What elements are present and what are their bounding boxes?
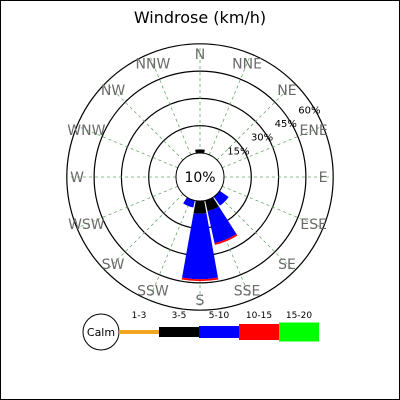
bar-sse-5-10	[207, 206, 237, 244]
legend-swatch-3-5	[159, 327, 199, 337]
center: 10%	[175, 152, 225, 202]
grid-spoke	[105, 82, 184, 161]
legend-label-1-3: 1-3	[132, 311, 147, 321]
legend-calm-label: Calm	[87, 326, 115, 339]
legend-label-15-20: 15-20	[286, 311, 312, 321]
bar-sse-10-15	[214, 234, 238, 245]
direction-label-s: S	[196, 293, 205, 309]
direction-label-n: N	[195, 47, 205, 63]
legend-swatch-10-15	[239, 324, 279, 340]
center-circle	[175, 152, 225, 202]
grid-spoke	[148, 53, 192, 155]
chart-title: Windrose (km/h)	[134, 8, 266, 27]
direction-label-ene: ENE	[300, 123, 328, 139]
bar-s-5-10	[182, 213, 218, 280]
grid-spoke	[148, 199, 192, 301]
direction-label-ne: NE	[277, 83, 296, 99]
direction-label-w: W	[70, 170, 84, 186]
bar-n-3-5	[195, 149, 205, 154]
bars	[181, 149, 238, 282]
grid-spoke	[216, 193, 295, 272]
bar-s-3-5	[193, 200, 207, 214]
direction-label-nw: NW	[101, 83, 125, 99]
legend: Calm 1-3 3-5 5-10 10-15 15-20	[82, 311, 319, 351]
direction-label-sw: SW	[102, 257, 125, 273]
legend-label-5-10: 5-10	[209, 311, 230, 321]
direction-labels: N NNE NE ENE E ESE SE SSE S SSW SW WSW W WNW NW NNW	[67, 47, 327, 309]
direction-label-se: SE	[278, 257, 296, 273]
direction-label-nnw: NNW	[136, 56, 171, 72]
direction-label-wsw: WSW	[68, 217, 105, 233]
legend-label-3-5: 3-5	[172, 311, 187, 321]
center-label: 10%	[184, 170, 215, 186]
bar-s-10-15	[181, 277, 219, 282]
grid-ring	[93, 70, 307, 284]
grid-spoke	[216, 82, 295, 161]
ring-label: 15%	[227, 146, 249, 157]
ring-label: 60%	[298, 105, 320, 116]
direction-label-sse: SSE	[234, 284, 261, 300]
legend-swatch-15-20	[279, 322, 319, 342]
grid-spoke	[222, 125, 324, 169]
direction-label-ese: ESE	[300, 217, 327, 233]
direction-label-wnw: WNW	[67, 123, 105, 139]
bar-se-5-10	[213, 190, 229, 206]
grid-spoke	[222, 185, 324, 229]
bar-sse-3-5	[205, 197, 219, 212]
legend-swatch-1-3	[119, 330, 159, 334]
direction-label-nne: NNE	[232, 56, 262, 72]
grid-spoke	[105, 193, 184, 272]
direction-label-e: E	[319, 170, 328, 186]
grid-spoke	[208, 53, 252, 155]
legend-label-10-15: 10-15	[246, 311, 272, 321]
grid-spoke	[76, 125, 178, 169]
grid-spoke	[76, 185, 178, 229]
direction-label-ssw: SSW	[137, 284, 169, 300]
ring-label: 30%	[251, 133, 273, 144]
legend-swatch-5-10	[199, 326, 239, 338]
ring-label: 45%	[275, 119, 297, 130]
